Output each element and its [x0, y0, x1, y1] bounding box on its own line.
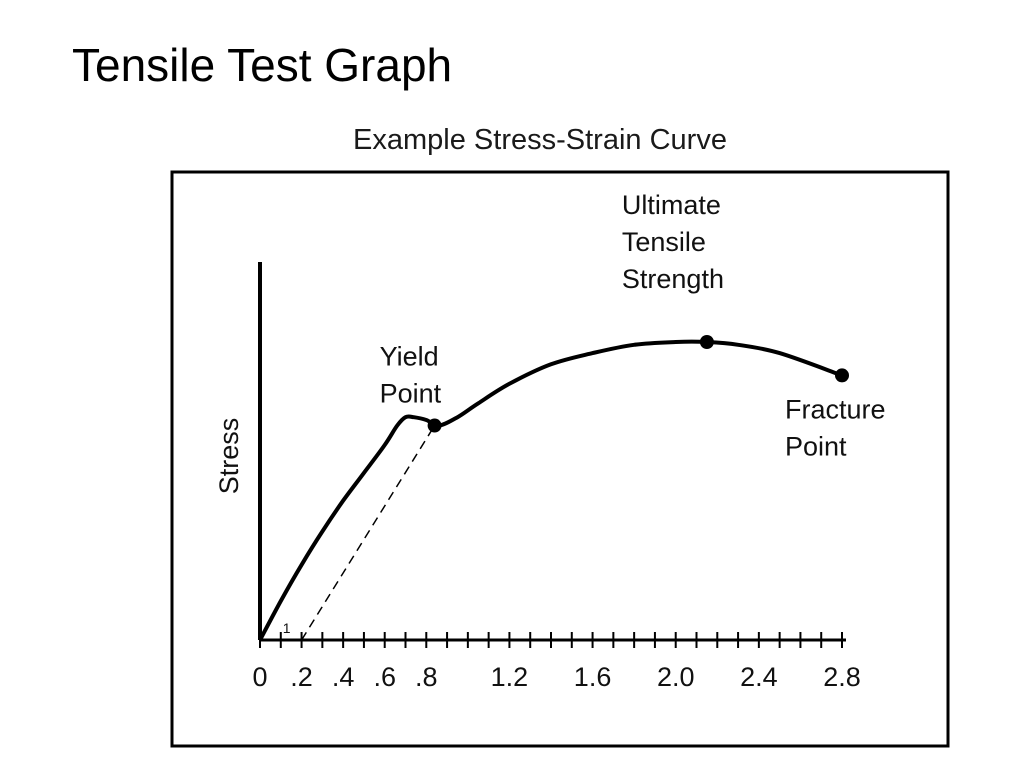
- x-tick-label: .8: [415, 662, 438, 692]
- x-tick-label: 0: [252, 662, 267, 692]
- x-tick-label: .2: [290, 662, 313, 692]
- chart-title: Example Stress-Strain Curve: [353, 124, 727, 156]
- fracture-point-label: Point: [785, 431, 847, 461]
- x-tick-label: 2.8: [823, 662, 861, 692]
- slope-label: 1: [283, 620, 291, 636]
- points-layer: [427, 335, 849, 433]
- ultimate-tensile-strength-label: Ultimate: [622, 190, 721, 220]
- ultimate-tensile-strength-marker: [699, 335, 714, 349]
- yield-point-label: Yield: [380, 342, 439, 372]
- yield-point-label: Point: [380, 379, 442, 409]
- slide-title: Tensile Test Graph: [72, 39, 453, 91]
- yield-point-marker: [427, 418, 442, 433]
- axes: [258, 262, 846, 642]
- ultimate-tensile-strength-label: Strength: [622, 264, 724, 294]
- x-ticks: 0 .2 .4 .6 .8 1.2 1.6 2.0 2.4 2.8: [252, 632, 861, 692]
- chart-frame: [170, 170, 950, 748]
- fracture-point-marker: [835, 368, 849, 383]
- ultimate-tensile-strength-label: Tensile: [622, 227, 706, 257]
- fracture-point-label: Fracture: [785, 394, 886, 424]
- y-axis-label: Stress: [214, 418, 244, 495]
- x-tick-label: 2.4: [740, 662, 778, 692]
- x-tick-label: 2.0: [657, 662, 695, 692]
- x-tick-label: .4: [332, 662, 355, 692]
- labels-layer: Yield Point Ultimate Tensile Strength Fractur…: [380, 190, 886, 461]
- x-tick-label: 1.6: [574, 662, 612, 692]
- offset-dashed-line: [300, 425, 436, 641]
- offset-line: 1: [283, 425, 436, 641]
- x-tick-label: 1.2: [491, 662, 529, 692]
- x-tick-label: .6: [373, 662, 396, 692]
